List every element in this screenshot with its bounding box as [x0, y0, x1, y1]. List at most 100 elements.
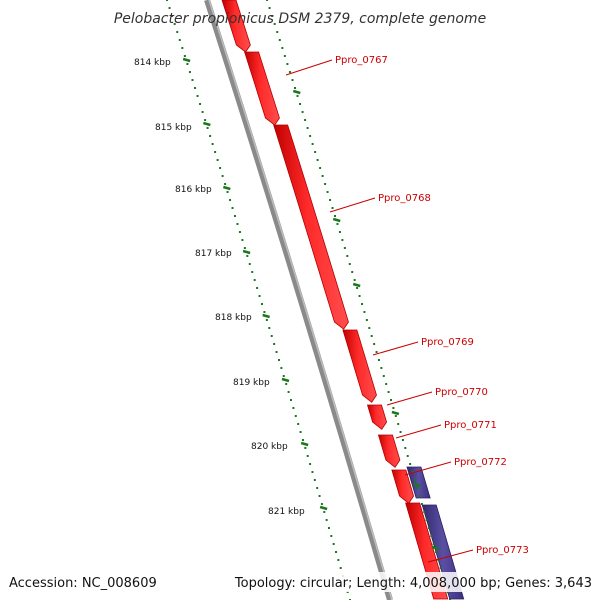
- outer-dot: [273, 23, 276, 25]
- scale-dot: [280, 367, 283, 369]
- outer-dot: [418, 495, 421, 497]
- outer-dot: [266, 0, 268, 1]
- genome-backbone-highlight: [208, 0, 393, 600]
- scale-dot: [258, 295, 261, 297]
- outer-dot: [439, 567, 442, 569]
- gene-arrow-reverse[interactable]: [406, 466, 431, 499]
- outer-tick: [391, 410, 400, 416]
- scale-dot: [330, 535, 333, 537]
- gene-arrow-forward[interactable]: [391, 469, 414, 504]
- outer-dot: [411, 471, 414, 473]
- outer-dot: [416, 487, 419, 489]
- outer-dot: [370, 335, 373, 337]
- leader-line: [395, 424, 442, 439]
- outer-tick: [352, 282, 361, 288]
- scale-dot: [194, 87, 197, 89]
- scale-dot: [316, 487, 319, 489]
- scale-dot: [311, 471, 314, 473]
- gene-arrow-forward[interactable]: [377, 434, 401, 468]
- gene-arrow-forward[interactable]: [221, 0, 251, 53]
- leader-line: [386, 391, 433, 406]
- outer-dot: [333, 215, 336, 217]
- outer-dot: [430, 535, 433, 537]
- gene-track: [221, 0, 465, 600]
- outer-dot: [271, 15, 274, 17]
- gene-label-ppro-0770[interactable]: Ppro_0770: [435, 387, 488, 398]
- outer-dot: [288, 71, 291, 73]
- scale-dot: [231, 207, 234, 209]
- outer-dot: [314, 151, 317, 153]
- scale-dot: [186, 63, 189, 65]
- scale-dot: [214, 151, 217, 153]
- gene-label-ppro-0771[interactable]: Ppro_0771: [444, 420, 497, 431]
- gene-arrow-forward[interactable]: [366, 404, 388, 430]
- kbp-label: 819 kbp: [233, 378, 270, 388]
- scale-dot: [332, 543, 335, 545]
- outer-dot: [309, 135, 312, 137]
- scale-dot: [199, 103, 202, 105]
- gene-arrow-forward[interactable]: [244, 51, 280, 126]
- outer-dot: [286, 63, 289, 65]
- outer-dot: [338, 231, 341, 233]
- outer-dot: [358, 295, 361, 297]
- outer-dot: [311, 143, 314, 145]
- scale-dot: [337, 559, 340, 561]
- outer-dot: [353, 279, 356, 281]
- outer-dot: [351, 271, 354, 273]
- scale-dot: [260, 303, 263, 305]
- outer-tick: [412, 482, 421, 488]
- scale-dot: [248, 263, 251, 265]
- leader-line: [404, 461, 452, 476]
- outer-dot: [348, 263, 351, 265]
- scale-dot: [196, 95, 199, 97]
- outer-dot: [304, 119, 307, 121]
- outer-dot: [413, 479, 416, 481]
- scale-dot: [241, 239, 244, 241]
- scale-dot: [243, 247, 246, 249]
- scale-dot: [211, 143, 214, 145]
- scale-dot: [176, 31, 179, 33]
- outer-dot: [423, 511, 426, 513]
- scale-dot: [297, 423, 300, 425]
- outer-dot: [380, 367, 383, 369]
- gene-label-ppro-0769[interactable]: Ppro_0769: [421, 337, 474, 348]
- outer-dot: [363, 311, 366, 313]
- scale-dot: [216, 159, 219, 161]
- outer-dot: [385, 383, 388, 385]
- scale-tick: [202, 121, 211, 127]
- gene-arrow-forward[interactable]: [273, 124, 349, 330]
- outer-dot: [377, 359, 380, 361]
- outer-dot: [278, 39, 281, 41]
- gene-label-ppro-0773[interactable]: Ppro_0773: [476, 545, 529, 556]
- outer-dot: [392, 407, 395, 409]
- scale-dot: [226, 191, 229, 193]
- genome-title: Pelobacter propionicus DSM 2379, complet…: [114, 11, 486, 27]
- scale-dot: [285, 383, 288, 385]
- outer-dot: [404, 447, 407, 449]
- gene-arrow-forward[interactable]: [342, 329, 377, 403]
- outer-dot: [329, 199, 332, 201]
- scale-dot: [221, 175, 224, 177]
- scale-dot: [318, 495, 321, 497]
- gene-label-ppro-0767[interactable]: Ppro_0767: [335, 55, 388, 66]
- scale-dot: [191, 79, 194, 81]
- kbp-label: 814 kbp: [134, 58, 171, 68]
- scale-dot: [287, 391, 290, 393]
- scale-dot: [263, 311, 266, 313]
- scale-dot: [327, 527, 330, 529]
- outer-dot: [432, 543, 435, 545]
- gene-label-ppro-0772[interactable]: Ppro_0772: [454, 457, 507, 468]
- footer-backdrop: [0, 572, 600, 592]
- leader-line: [329, 197, 376, 213]
- scale-dot: [275, 351, 278, 353]
- outer-dot: [382, 375, 385, 377]
- outer-dot: [401, 439, 404, 441]
- outer-dot: [343, 247, 346, 249]
- outer-dot: [394, 415, 397, 417]
- leader-line: [372, 341, 419, 356]
- gene-label-ppro-0768[interactable]: Ppro_0768: [378, 193, 431, 204]
- outer-dot: [276, 31, 279, 33]
- scale-dot: [335, 551, 338, 553]
- scale-dot: [265, 319, 268, 321]
